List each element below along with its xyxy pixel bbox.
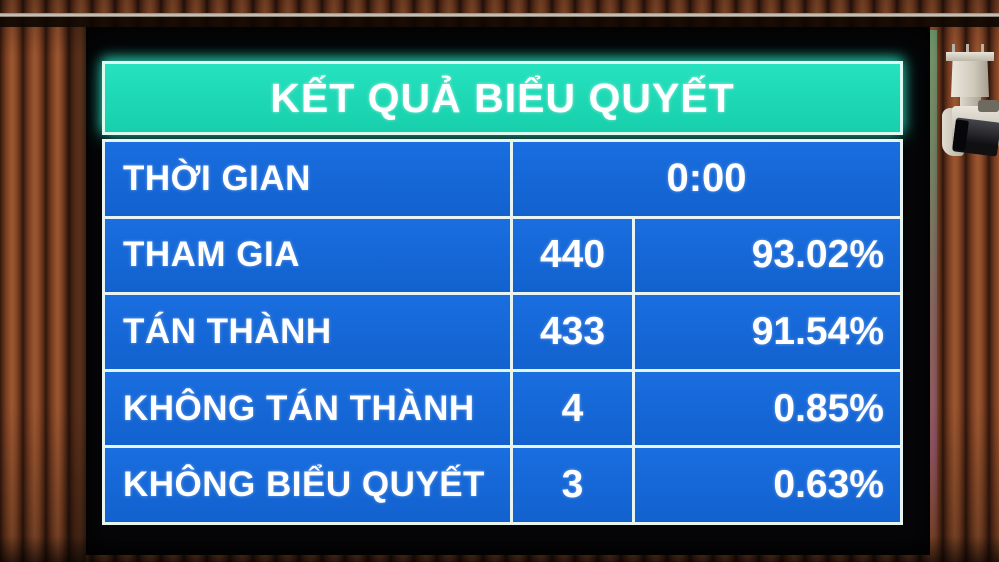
led-display: KẾT QUẢ BIỂU QUYẾT THỜI GIAN 0:00 THAM G… — [86, 27, 930, 555]
table-row: KHÔNG TÁN THÀNH 4 0.85% — [105, 371, 900, 446]
camera-top-detail — [978, 100, 999, 112]
row-percent: 0.63% — [635, 448, 900, 522]
table-row: KHÔNG BIỂU QUYẾT 3 0.63% — [105, 448, 900, 522]
row-percent: 93.02% — [635, 218, 900, 293]
camera-screw — [981, 44, 984, 53]
wall-rail — [0, 13, 999, 17]
row-count: 4 — [513, 371, 632, 446]
camera-neck — [960, 97, 981, 108]
floor-shadow — [0, 536, 999, 562]
camera-lens — [952, 117, 999, 157]
row-percent: 91.54% — [635, 295, 900, 369]
camera-screw — [952, 44, 955, 53]
screen-glow-reflection — [930, 30, 937, 545]
camera-screw — [966, 44, 969, 53]
row-value: 0:00 — [513, 142, 900, 216]
table-row: THỜI GIAN 0:00 — [105, 142, 900, 216]
camera-lens-face — [952, 119, 969, 151]
row-count: 433 — [513, 295, 632, 369]
row-count: 3 — [513, 448, 632, 522]
row-label: KHÔNG BIỂU QUYẾT — [105, 448, 510, 522]
row-label: THAM GIA — [105, 218, 510, 293]
table-row: THAM GIA 440 93.02% — [105, 218, 900, 293]
row-label: THỜI GIAN — [105, 142, 510, 216]
row-percent: 0.85% — [635, 371, 900, 446]
security-camera-icon — [936, 42, 999, 194]
wall-shadow — [58, 27, 86, 562]
board-title: KẾT QUẢ BIỂU QUYẾT — [102, 61, 903, 135]
wall-rail-shadow — [0, 17, 999, 27]
row-label: TÁN THÀNH — [105, 295, 510, 369]
row-count: 440 — [513, 218, 632, 293]
results-table: THỜI GIAN 0:00 THAM GIA 440 93.02% TÁN T… — [102, 139, 903, 525]
camera-bracket — [951, 61, 989, 97]
camera-mount-plate — [946, 52, 994, 61]
row-label: KHÔNG TÁN THÀNH — [105, 371, 510, 446]
table-row: TÁN THÀNH 433 91.54% — [105, 295, 900, 369]
